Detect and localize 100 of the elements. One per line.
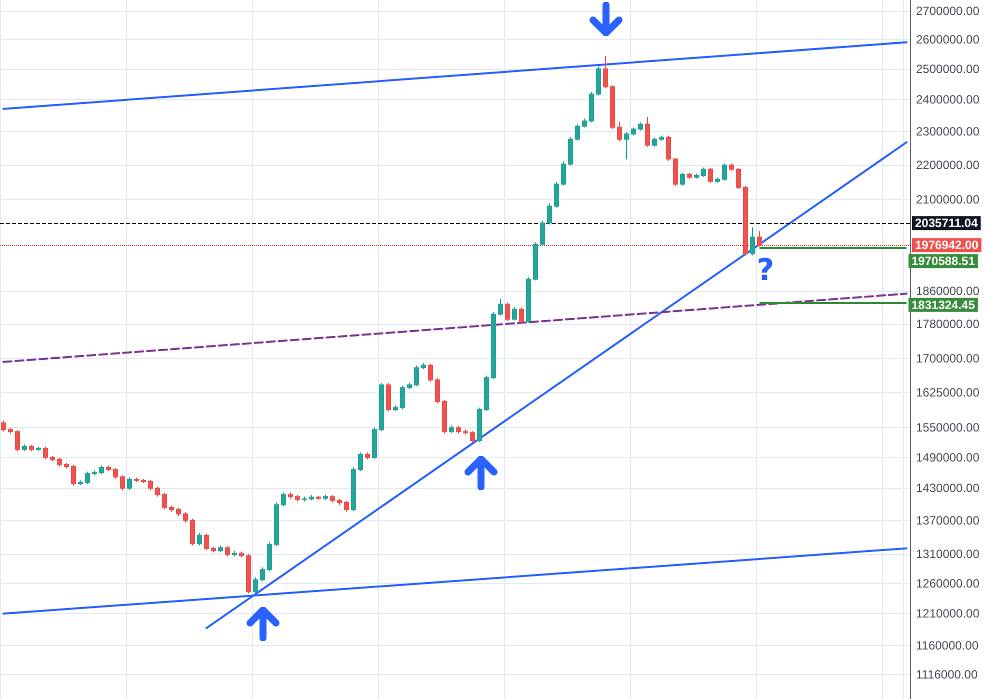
y-tick-label: 1700000.00 <box>916 351 980 366</box>
candlestick <box>715 177 720 184</box>
candlestick <box>603 56 608 89</box>
candlestick <box>148 479 153 491</box>
candlestick <box>36 446 41 452</box>
candlestick <box>372 427 377 460</box>
candlestick <box>442 399 447 434</box>
candlestick <box>610 84 615 130</box>
y-tick-label: 1780000.00 <box>916 316 980 331</box>
candlestick <box>694 173 699 180</box>
candlestick <box>302 496 307 502</box>
candlestick <box>498 298 503 316</box>
y-tick-label: 1260000.00 <box>916 576 980 590</box>
candlestick <box>435 378 440 404</box>
candlestick <box>624 132 629 160</box>
ref-line-label: 1970588.51 <box>912 254 976 268</box>
candlestick <box>211 546 216 553</box>
y-tick-label: 2400000.00 <box>916 92 980 106</box>
y-tick-label: 1210000.00 <box>916 606 980 621</box>
candlestick <box>253 576 258 594</box>
annotation: ? <box>756 252 774 288</box>
candlestick <box>281 492 286 507</box>
candlestick <box>512 306 517 321</box>
candlestick <box>526 276 531 324</box>
candlestick <box>750 226 755 256</box>
candlestick <box>204 533 209 551</box>
candlestick <box>85 471 90 485</box>
candlestick <box>673 158 678 186</box>
candlestick <box>722 162 727 182</box>
candlestick <box>456 425 461 434</box>
y-tick-label: 1430000.00 <box>916 481 980 496</box>
candlestick <box>71 464 76 486</box>
candlestick <box>400 384 405 410</box>
y-tick-label: 1550000.00 <box>916 420 980 435</box>
candlestick <box>638 122 643 131</box>
candlestick <box>1 420 6 432</box>
y-tick-label: 1160000.00 <box>916 638 979 652</box>
candlestick <box>78 480 83 486</box>
candlestick <box>330 494 335 504</box>
candlestick <box>631 127 636 136</box>
y-tick-label: 1116000.00 <box>916 667 978 682</box>
candlestick <box>190 518 195 546</box>
candlestick <box>519 307 524 324</box>
candlestick <box>484 375 489 412</box>
candlestick <box>309 494 314 501</box>
candlestick <box>197 532 202 546</box>
ref-line-label: 1976942.00 <box>915 238 979 252</box>
candlestick <box>701 167 706 178</box>
candlestick <box>50 455 55 462</box>
candlestick <box>141 478 146 484</box>
y-tick-label: 1310000.00 <box>916 547 980 562</box>
candlestick <box>386 382 391 412</box>
candlestick <box>729 163 734 172</box>
candlestick <box>8 427 13 434</box>
candlestick <box>267 542 272 572</box>
y-tick-label: 2500000.00 <box>916 62 980 76</box>
candlestick <box>246 554 251 594</box>
candlestick <box>547 202 552 225</box>
candlestick <box>379 382 384 432</box>
candlestick <box>218 544 223 553</box>
ref-line-label: 1831324.45 <box>912 298 976 312</box>
candlestick <box>99 464 104 475</box>
candlestick <box>680 172 685 186</box>
candlestick <box>421 362 426 370</box>
candlestick <box>540 220 545 246</box>
y-tick-label: 1625000.00 <box>916 385 980 400</box>
candlestick <box>582 118 587 128</box>
candlestick <box>449 424 454 434</box>
y-tick-label: 2200000.00 <box>916 158 980 172</box>
candlestick <box>463 428 468 436</box>
candlestick <box>57 457 62 468</box>
candlestick <box>652 137 657 148</box>
candlestick <box>155 486 160 498</box>
candlestick <box>428 363 433 382</box>
candlestick <box>358 452 363 472</box>
candlestick <box>575 124 580 142</box>
candlestick <box>393 404 398 412</box>
candlestick <box>617 121 622 142</box>
candlestick <box>127 476 132 490</box>
candlestick <box>316 495 321 500</box>
candlestick <box>659 135 664 142</box>
candlestick <box>183 512 188 524</box>
candlestick <box>470 430 475 443</box>
candlestick <box>29 444 34 452</box>
candlestick <box>92 470 97 476</box>
candlestick <box>533 242 538 281</box>
ref-line-label: 2035711.04 <box>915 216 978 230</box>
candlestick <box>113 468 118 480</box>
candlestick <box>491 312 496 380</box>
candlestick <box>561 160 566 186</box>
candlestick <box>43 446 48 460</box>
candlestick <box>337 498 342 506</box>
candlestick <box>288 492 293 500</box>
candlestick <box>365 452 370 460</box>
candlestick <box>274 502 279 547</box>
candlestick <box>666 136 671 162</box>
candlestick <box>351 467 356 512</box>
candlestick <box>295 494 300 502</box>
candlestick <box>260 566 265 582</box>
y-tick-label: 1370000.00 <box>916 513 980 528</box>
